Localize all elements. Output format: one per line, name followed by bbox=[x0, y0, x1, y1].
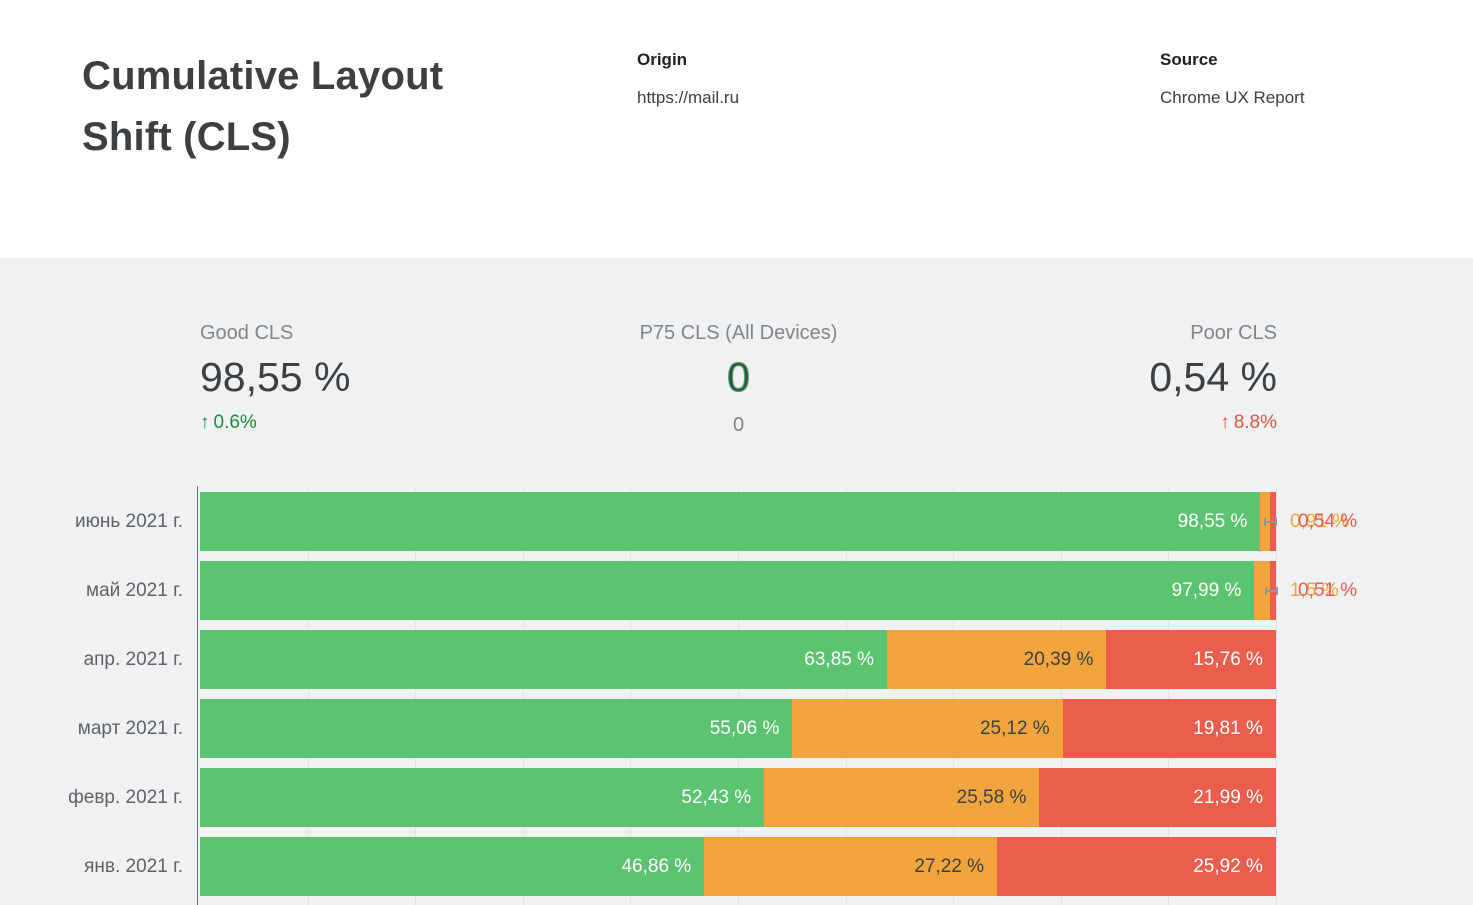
source-block: Source Chrome UX Report bbox=[1160, 50, 1305, 108]
bar-track: 63,85 % 20,39 % 15,76 % bbox=[200, 630, 1276, 689]
segment-value-label: 25,12 % bbox=[979, 718, 1050, 739]
segment-value-label-outside: 1,5 % bbox=[1290, 580, 1339, 601]
category-label: янв. 2021 г. bbox=[84, 856, 183, 877]
segment-value-label-outside: 0,91 % bbox=[1290, 511, 1350, 532]
category-label: апр. 2021 г. bbox=[83, 649, 183, 670]
origin-value: https://mail.ru bbox=[637, 88, 740, 107]
good-cls-delta-value: 0.6% bbox=[213, 412, 257, 433]
bar-row-1: май 2021 г. 97,99 % 1,5 % 0,51 % bbox=[0, 561, 1473, 620]
origin-label: Origin bbox=[637, 50, 688, 69]
bar-segment-needs-improvement[interactable]: 27,22 % bbox=[704, 837, 998, 896]
category-label: февр. 2021 г. bbox=[68, 787, 183, 808]
gridline-70pct bbox=[953, 486, 955, 905]
bar-segment-poor[interactable]: 19,81 % bbox=[1062, 699, 1276, 758]
poor-cls-label: Poor CLS bbox=[1190, 322, 1277, 344]
bar-row-5: янв. 2021 г. 46,86 % 27,22 % 25,92 % bbox=[0, 837, 1473, 896]
bar-track: 52,43 % 25,58 % 21,99 % bbox=[200, 768, 1276, 827]
segment-value-label: 52,43 % bbox=[681, 787, 752, 808]
gridline-80pct bbox=[1060, 486, 1062, 905]
gridline-20pct bbox=[415, 486, 417, 905]
gridline-50pct bbox=[738, 486, 739, 905]
bar-segment-needs-improvement[interactable]: 20,39 % bbox=[887, 630, 1107, 689]
bar-segment-needs-improvement[interactable]: 25,12 % bbox=[792, 699, 1063, 758]
gridline-10pct bbox=[307, 486, 309, 905]
gridline-30pct bbox=[522, 486, 524, 905]
gridline-60pct bbox=[845, 486, 847, 905]
scorecard-p75-cls: P75 CLS (All Devices) 0 0 bbox=[480, 322, 997, 437]
bar-segment-good[interactable]: 55,06 % bbox=[200, 699, 793, 758]
segment-value-label: 25,58 % bbox=[956, 787, 1027, 808]
p75-cls-subvalue: 0 bbox=[732, 414, 745, 436]
good-cls-delta: ↑ 0.6% bbox=[200, 412, 480, 434]
page-title: Cumulative Layout Shift (CLS) bbox=[82, 54, 444, 159]
poor-cls-delta-value: 8.8% bbox=[1233, 412, 1277, 433]
bar-track: 46,86 % 27,22 % 25,92 % bbox=[200, 837, 1276, 896]
bar-segment-poor[interactable]: 25,92 % bbox=[997, 837, 1276, 896]
bar-segment-poor[interactable]: 21,99 % bbox=[1039, 768, 1276, 827]
segment-value-label: 20,39 % bbox=[1023, 649, 1094, 670]
poor-cls-value: 0,54 % bbox=[1149, 354, 1277, 400]
bar-row-4: февр. 2021 г. 52,43 % 25,58 % 21,99 % bbox=[0, 768, 1473, 827]
bar-segment-needs-improvement[interactable] bbox=[1254, 561, 1271, 620]
trend-up-icon: ↑ bbox=[1220, 412, 1230, 433]
y-axis-line bbox=[197, 486, 198, 905]
origin-block: Origin https://mail.ru bbox=[637, 50, 739, 108]
p75-cls-value: 0 bbox=[726, 353, 750, 400]
p75-cls-label: P75 CLS (All Devices) bbox=[639, 322, 838, 344]
scorecard-poor-cls: Poor CLS 0,54 % ↑ 8.8% bbox=[997, 322, 1277, 434]
segment-value-label: 19,81 % bbox=[1193, 718, 1263, 739]
trend-up-icon: ↑ bbox=[200, 412, 210, 433]
category-label: май 2021 г. bbox=[86, 580, 183, 601]
bar-row-3: март 2021 г. 55,06 % 25,12 % 19,81 % bbox=[0, 699, 1473, 758]
bar-segment-good[interactable]: 97,99 % bbox=[200, 561, 1255, 620]
bar-track: 97,99 % 1,5 % 0,51 % bbox=[200, 561, 1357, 620]
bar-segment-poor[interactable]: 15,76 % bbox=[1106, 630, 1276, 689]
summary-scorecards: Good CLS 98,55 % ↑ 0.6% P75 CLS (All Devi… bbox=[200, 322, 1277, 437]
good-cls-label: Good CLS bbox=[200, 322, 294, 344]
bar-row-2: апр. 2021 г. 63,85 % 20,39 % 15,76 % bbox=[0, 630, 1473, 689]
segment-value-label: 27,22 % bbox=[914, 856, 985, 877]
scorecard-good-cls: Good CLS 98,55 % ↑ 0.6% bbox=[200, 322, 480, 434]
resize-handle-icon[interactable] bbox=[1264, 586, 1278, 595]
segment-value-label: 55,06 % bbox=[709, 718, 780, 739]
bar-row-0: июнь 2021 г. 98,55 % 0,91 % 0,54 % bbox=[0, 492, 1473, 551]
poor-cls-delta: ↑ 8.8% bbox=[997, 412, 1277, 434]
gridline-90pct bbox=[1168, 486, 1170, 905]
bar-track: 55,06 % 25,12 % 19,81 % bbox=[200, 699, 1276, 758]
bar-segment-needs-improvement[interactable]: 25,58 % bbox=[764, 768, 1040, 827]
segment-value-label: 63,85 % bbox=[804, 649, 875, 670]
bar-track: 98,55 % 0,91 % 0,54 % bbox=[200, 492, 1357, 551]
segment-value-label: 46,86 % bbox=[621, 856, 692, 877]
cls-stacked-bar-chart: июнь 2021 г. 98,55 % 0,91 % 0,54 % май 2021 … bbox=[0, 480, 1473, 905]
category-label: март 2021 г. bbox=[77, 718, 183, 739]
source-value: Chrome UX Report bbox=[1160, 88, 1305, 107]
report-panel: Good CLS 98,55 % ↑ 0.6% P75 CLS (All Devi… bbox=[0, 258, 1473, 905]
segment-value-label-outside: 0,54 % bbox=[1298, 511, 1358, 532]
segment-value-label: 15,76 % bbox=[1193, 649, 1263, 670]
good-cls-value: 98,55 % bbox=[200, 354, 351, 400]
bar-segment-good[interactable]: 52,43 % bbox=[200, 768, 765, 827]
category-label: июнь 2021 г. bbox=[75, 511, 183, 532]
bar-segment-good[interactable]: 63,85 % bbox=[200, 630, 888, 689]
gridline-100pct bbox=[1276, 486, 1277, 905]
source-label: Source bbox=[1160, 50, 1218, 69]
gridline-40pct bbox=[630, 486, 632, 905]
resize-handle-icon[interactable] bbox=[1264, 517, 1278, 526]
bar-segment-good[interactable]: 46,86 % bbox=[200, 837, 705, 896]
segment-value-label: 97,99 % bbox=[1171, 580, 1242, 601]
segment-value-label: 21,99 % bbox=[1193, 787, 1263, 808]
segment-value-label: 25,92 % bbox=[1193, 856, 1263, 877]
segment-value-label-outside: 0,51 % bbox=[1298, 580, 1358, 601]
segment-value-label: 98,55 % bbox=[1177, 511, 1248, 532]
bar-segment-good[interactable]: 98,55 % bbox=[200, 492, 1261, 551]
